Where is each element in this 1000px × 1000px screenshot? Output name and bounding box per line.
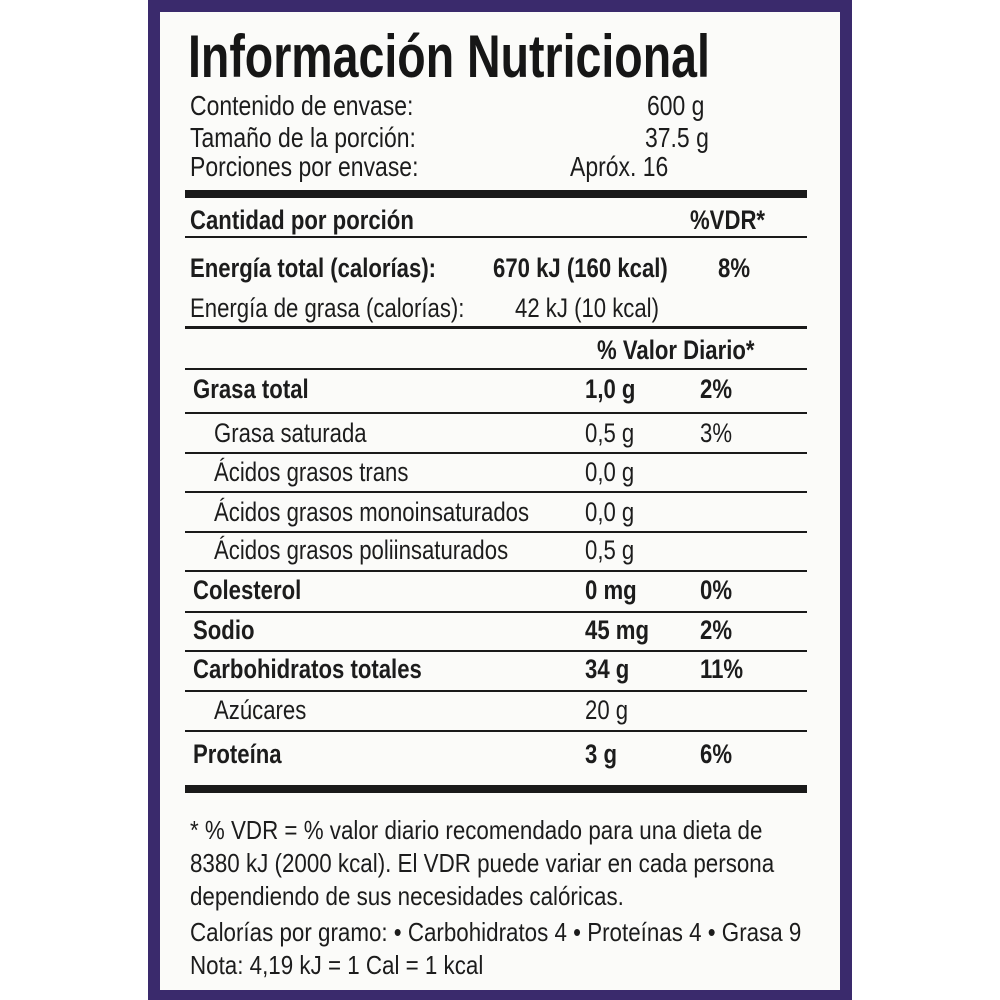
nutrient-name: Azúcares [214,695,307,725]
nutrition-label-panel [160,12,840,990]
label-title: Información Nutricional [188,23,710,90]
divider [185,236,807,238]
energy-fat-label: Energía de grasa (calorías): [190,293,465,323]
nutrient-name: Ácidos grasos monoinsaturados [214,497,530,527]
info-value: 600 g [647,90,705,121]
nutrient-pct: 11% [700,654,744,684]
serving-header-label: Cantidad por porción [190,205,414,235]
energy-fat-value: 42 kJ (10 kcal) [515,293,659,323]
nutrient-name: Ácidos grasos trans [214,457,409,487]
row-divider [185,531,807,533]
nutrient-name: Colesterol [193,575,302,605]
nutrient-name: Sodio [193,615,255,645]
row-divider [185,570,807,572]
nutrient-amount: 0,5 g [585,418,635,448]
nutrient-name: Carbohidratos totales [193,654,422,684]
energy-total-value: 670 kJ (160 kcal) [493,253,668,283]
info-label: Tamaño de la porción: [190,122,416,153]
energy-total-label: Energía total (calorías): [190,253,437,283]
footnote-line: 8380 kJ (2000 kcal). El VDR puede variar… [190,848,775,878]
nutrient-amount: 34 g [585,654,630,684]
nutrient-pct: 2% [700,374,733,404]
info-label: Contenido de envase: [190,90,414,121]
footnote-line: dependiendo de sus necesidades calóricas… [190,881,624,911]
footnote-line: Nota: 4,19 kJ = 1 Cal = 1 kcal [190,950,484,980]
row-divider [185,611,807,613]
daily-value-header: % Valor Diario* [597,335,755,365]
nutrient-amount: 20 g [585,695,629,725]
nutrient-amount: 0,5 g [585,535,635,565]
info-value: 37.5 g [645,122,709,153]
row-divider [185,452,807,454]
info-label: Porciones por envase: [190,151,419,182]
nutrient-amount: 0,0 g [585,457,635,487]
nutrient-name: Proteína [193,739,282,769]
nutrient-amount: 0,0 g [585,497,635,527]
nutrient-pct: 6% [700,739,733,769]
nutrient-amount: 0 mg [585,575,637,605]
energy-total-pct: 8% [718,253,751,283]
nutrient-amount: 1,0 g [585,374,636,404]
nutrient-pct: 3% [700,418,733,448]
nutrient-amount: 45 mg [585,615,649,645]
info-value: Apróx. 16 [570,151,669,182]
row-divider [185,491,807,493]
nutrient-name: Ácidos grasos poliinsaturados [214,535,509,565]
nutrient-pct: 2% [700,615,733,645]
footnote-line: Calorías por gramo: • Carbohidratos 4 • … [190,917,802,947]
vdr-header: %VDR* [690,205,766,235]
thick-divider [185,190,807,198]
row-divider [185,730,807,732]
nutrient-name: Grasa saturada [214,418,367,448]
nutrient-pct: 0% [700,575,733,605]
thick-divider [185,785,807,793]
row-divider [185,650,807,652]
footnote-line: * % VDR = % valor diario recomendado par… [190,815,763,845]
divider [185,326,807,329]
nutrient-name: Grasa total [193,374,309,404]
nutrient-amount: 3 g [585,739,617,769]
divider [185,368,807,370]
row-divider [185,690,807,692]
row-divider [185,412,807,414]
